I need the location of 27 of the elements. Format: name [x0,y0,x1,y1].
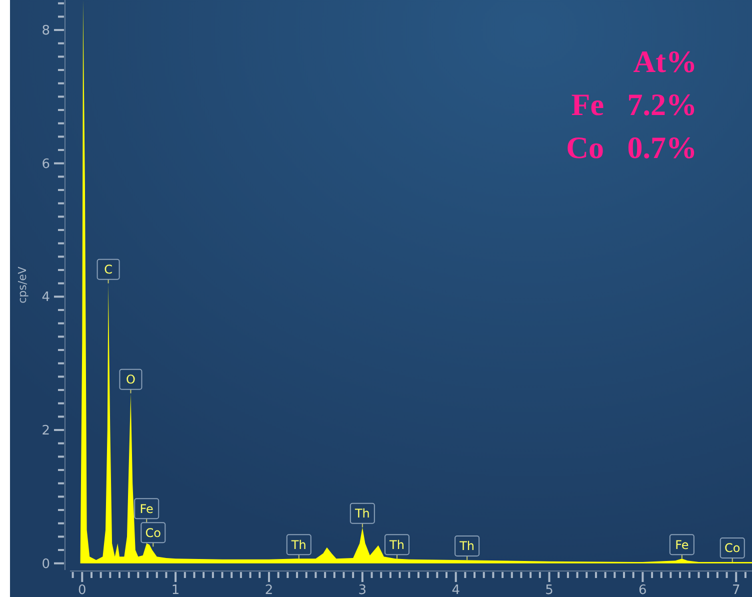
x-tick-label: 5 [545,583,554,597]
x-tick-label: 1 [171,583,180,597]
x-tick-label: 0 [78,583,86,597]
y-tick-label: 2 [42,424,50,439]
annotation: Co [724,541,740,556]
y-tick-label: 0 [42,556,50,572]
y-tick-label: 8 [42,24,50,39]
x-tick-label: 7 [732,583,740,597]
annotation: O [126,372,136,387]
annotation: Fe 7.2% [571,87,697,122]
annotation: Co 0.7% [566,130,697,165]
y-tick-label: 4 [42,290,50,306]
x-tick-label: 4 [452,583,460,597]
annotation: Th [290,538,306,552]
annotation: Th [388,538,404,552]
y-tick-label: 6 [42,156,50,172]
annotation: Co [145,526,162,540]
x-tick-label: 3 [358,583,367,597]
annotation: Th [458,539,475,554]
annotation: At% [633,44,697,79]
annotation: C [104,262,112,277]
annotation: Th [354,506,370,521]
x-tick-label: 2 [264,583,274,597]
annotation: Fe [140,502,154,516]
y-axis-title: cps/eV [16,266,29,304]
x-tick-label: 6 [638,583,647,597]
annotation: Fe [675,538,689,552]
